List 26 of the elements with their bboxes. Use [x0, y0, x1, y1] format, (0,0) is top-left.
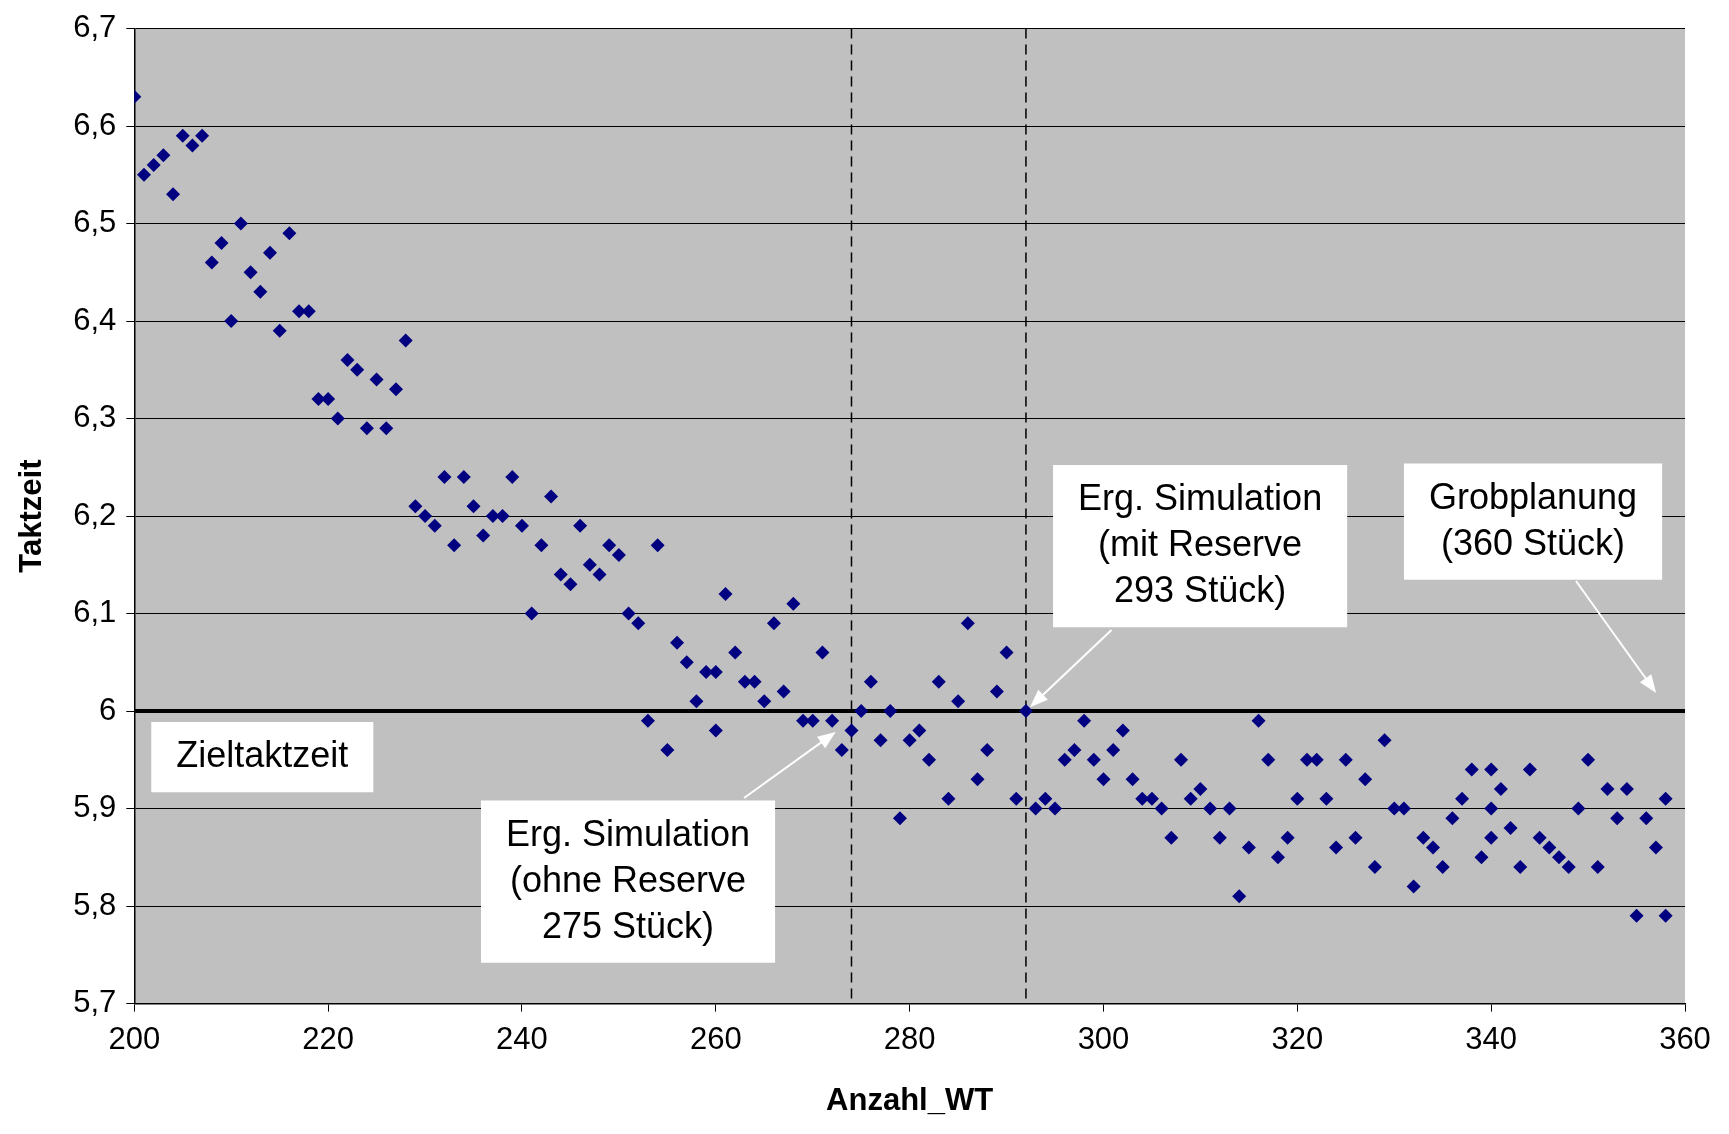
y-tick-label: 6,1 — [73, 594, 117, 630]
y-tick-label: 6,2 — [73, 496, 117, 532]
y-tick-label: 5,7 — [73, 984, 117, 1020]
y-tick-label: 6,5 — [73, 204, 117, 240]
x-tick-label: 360 — [1659, 1020, 1711, 1056]
annotation: Erg. Simulation (ohne Reserve 275 Stück) — [505, 812, 751, 946]
y-tick-label: 6 — [99, 691, 117, 727]
y-tick-label: 5,8 — [73, 886, 117, 922]
y-tick-label: 6,4 — [73, 301, 117, 337]
x-tick-label: 240 — [496, 1020, 548, 1056]
y-axis-title: Taktzeit — [13, 459, 49, 573]
annotation: Grobplanung (360 Stück) — [1428, 475, 1638, 563]
x-tick-label: 220 — [302, 1020, 354, 1056]
x-axis-title: Anzahl_WT — [826, 1081, 994, 1117]
x-tick-label: 340 — [1465, 1020, 1518, 1056]
x-tick-label: 320 — [1271, 1020, 1324, 1056]
ref-line-label: Zieltaktzeit — [176, 734, 349, 776]
x-tick-label: 200 — [108, 1020, 161, 1056]
y-tick-label: 6,3 — [73, 399, 117, 435]
x-tick-label: 300 — [1077, 1020, 1130, 1056]
y-tick-label: 5,9 — [73, 789, 117, 825]
x-tick-label: 280 — [883, 1020, 936, 1056]
y-tick-label: 6,6 — [73, 106, 117, 142]
annotation: Erg. Simulation (mit Reserve 293 Stück) — [1078, 476, 1323, 611]
x-tick-label: 260 — [689, 1020, 742, 1056]
y-tick-label: 6,7 — [73, 9, 117, 45]
